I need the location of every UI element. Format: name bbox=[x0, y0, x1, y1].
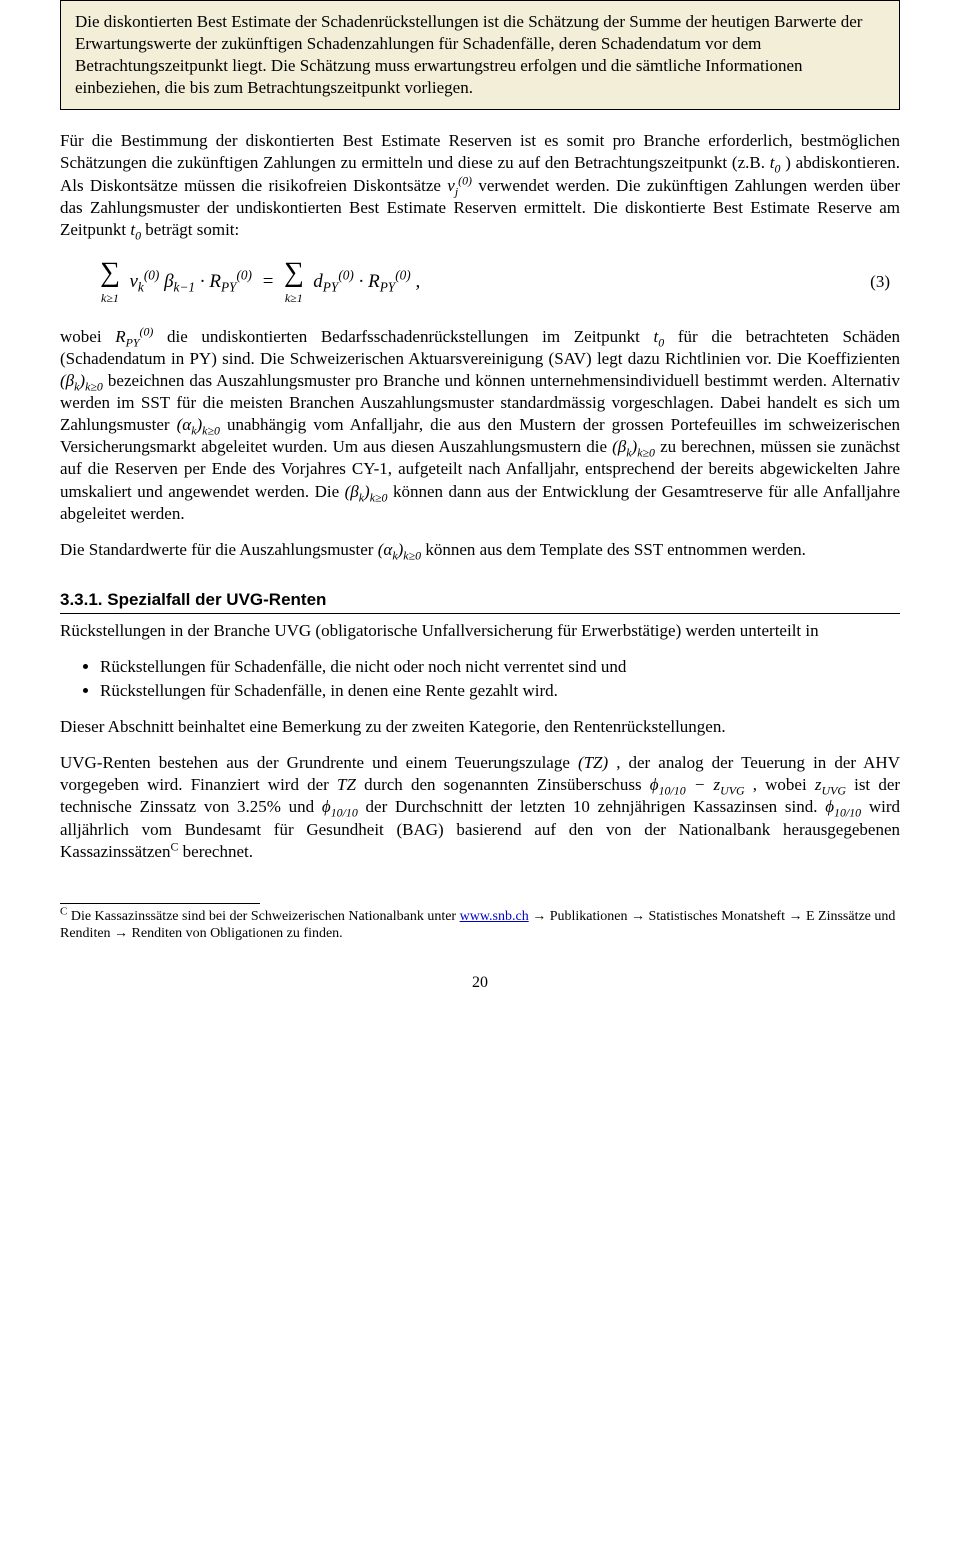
para1-d: beträgt somit: bbox=[145, 220, 239, 239]
math-zuvg: zUVG bbox=[815, 775, 846, 794]
footnote-a: Die Kassazinssätze sind bei der Schweize… bbox=[67, 909, 459, 924]
bullet-list: Rückstellungen für Schadenfälle, die nic… bbox=[100, 656, 900, 702]
footnote-ref: C bbox=[170, 839, 178, 853]
list-item: Rückstellungen für Schadenfälle, in dene… bbox=[100, 680, 900, 702]
math-tz: (TZ) bbox=[578, 753, 608, 772]
math-rpy: RPY(0) bbox=[115, 327, 153, 346]
math-t0-b: t0 bbox=[130, 220, 141, 239]
paragraph-4: Rückstellungen in der Branche UVG (oblig… bbox=[60, 620, 900, 642]
math-phi-2: ϕ10/10 bbox=[825, 797, 861, 816]
math-t0-c: t0 bbox=[654, 327, 665, 346]
para6-h: berechnet. bbox=[183, 842, 253, 861]
footnote-link[interactable]: www.snb.ch bbox=[460, 909, 529, 924]
math-beta-seq-2: (βk)k≥0 bbox=[612, 437, 655, 456]
math-excess: ϕ10/10 − zUVG bbox=[650, 775, 745, 794]
math-t0: t0 bbox=[770, 153, 781, 172]
footnote-separator bbox=[60, 903, 260, 904]
para3-a: Die Standardwerte für die Auszahlungsmus… bbox=[60, 540, 378, 559]
para2-a: wobei bbox=[60, 327, 115, 346]
paragraph-5: Dieser Abschnitt beinhaltet eine Bemerku… bbox=[60, 716, 900, 738]
definition-text: Die diskontierten Best Estimate der Scha… bbox=[75, 12, 862, 97]
math-beta-seq-3: (βk)k≥0 bbox=[345, 482, 388, 501]
math-beta-seq: (βk)k≥0 bbox=[60, 371, 103, 390]
list-item: Rückstellungen für Schadenfälle, die nic… bbox=[100, 656, 900, 678]
para6-f: der Durchschnitt der letzten 10 zehnjähr… bbox=[366, 797, 826, 816]
para3-b: können aus dem Template des SST entnomme… bbox=[425, 540, 806, 559]
math-alpha-seq-2: (αk)k≥0 bbox=[378, 540, 421, 559]
formula-row: ∑k≥1 vk(0) βk−1 · RPY(0) = ∑k≥1 dPY(0) ·… bbox=[100, 259, 900, 306]
page-number: 20 bbox=[60, 973, 900, 994]
para6-c: durch den sogenannten Zinsüberschuss bbox=[364, 775, 650, 794]
math-phi: ϕ10/10 bbox=[322, 797, 358, 816]
para6-d: , wobei bbox=[753, 775, 815, 794]
definition-box: Die diskontierten Best Estimate der Scha… bbox=[60, 0, 900, 110]
math-alpha-seq: (αk)k≥0 bbox=[177, 415, 220, 434]
para2-b: die undiskontierten Bedarfsschadenrückst… bbox=[167, 327, 654, 346]
paragraph-3: Die Standardwerte für die Auszahlungsmus… bbox=[60, 539, 900, 561]
math-tz-plain: TZ bbox=[337, 775, 356, 794]
para6-a: UVG-Renten bestehen aus der Grundrente u… bbox=[60, 753, 578, 772]
formula-3: ∑k≥1 vk(0) βk−1 · RPY(0) = ∑k≥1 dPY(0) ·… bbox=[100, 259, 420, 306]
paragraph-1: Für die Bestimmung der diskontierten Bes… bbox=[60, 130, 900, 240]
section-heading-3-3-1: 3.3.1. Spezialfall der UVG-Renten bbox=[60, 589, 900, 614]
footnote: C Die Kassazinssätze sind bei der Schwei… bbox=[60, 908, 900, 943]
paragraph-2: wobei RPY(0) die undiskontierten Bedarfs… bbox=[60, 326, 900, 525]
paragraph-6: UVG-Renten bestehen aus der Grundrente u… bbox=[60, 752, 900, 862]
math-v0j: vj(0) bbox=[447, 176, 472, 195]
formula-number: (3) bbox=[870, 271, 900, 293]
